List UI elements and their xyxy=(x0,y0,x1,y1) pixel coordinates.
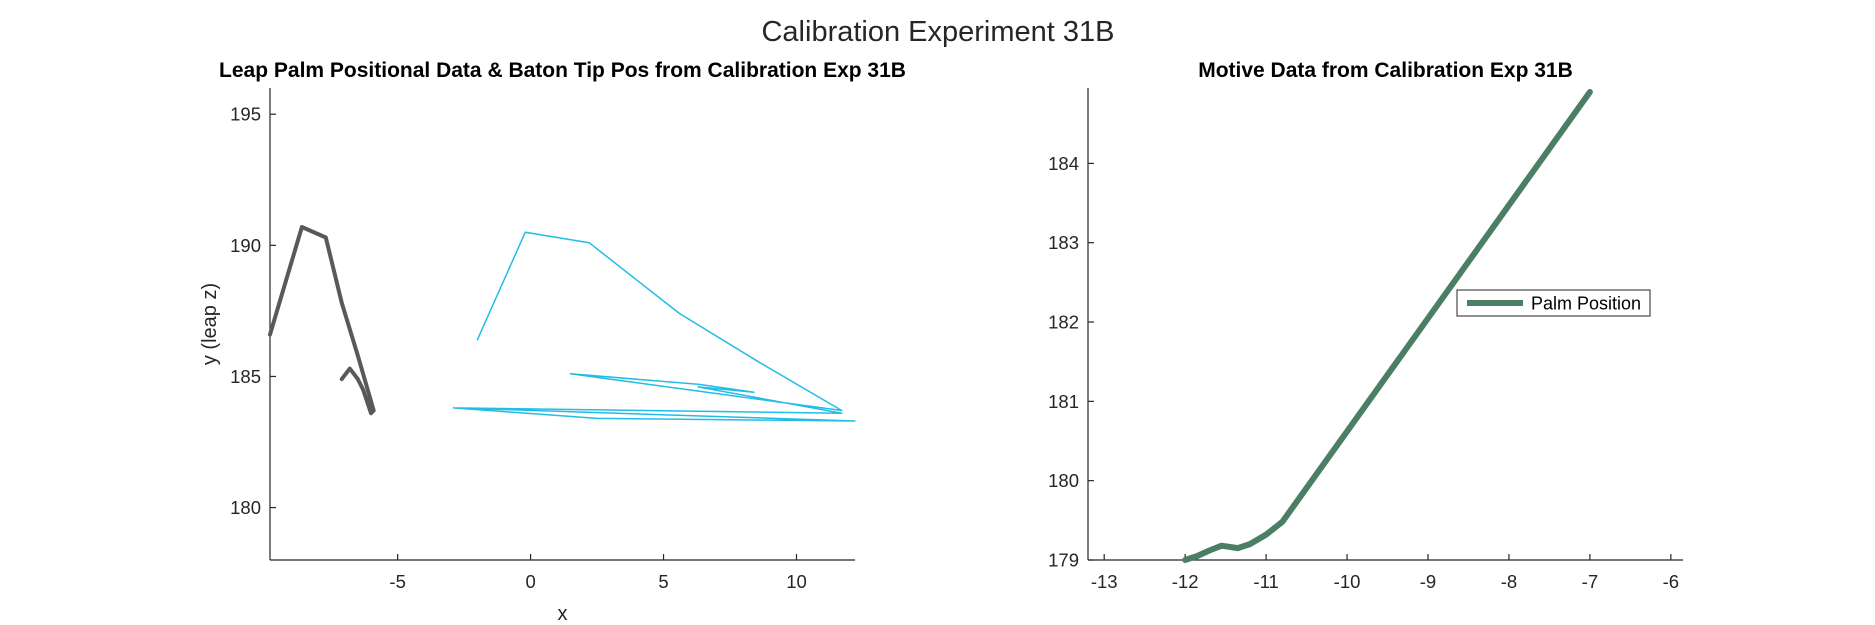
right-legend: Palm Position xyxy=(1456,289,1651,317)
right-x-tick-label: -13 xyxy=(1091,571,1118,592)
right-y-tick-label: 182 xyxy=(1048,312,1079,333)
left-x-tick-label: 0 xyxy=(525,571,535,592)
right-y-tick-label: 181 xyxy=(1048,391,1079,412)
left-chart-panel: Leap Palm Positional Data & Baton Tip Po… xyxy=(199,59,906,625)
left-x-tick-label: 10 xyxy=(786,571,807,592)
right-chart-title: Motive Data from Calibration Exp 31B xyxy=(1198,59,1573,82)
right-y-tick-label: 183 xyxy=(1048,232,1079,253)
right-x-tick-label: -7 xyxy=(1582,571,1598,592)
right-legend-label: Palm Position xyxy=(1531,294,1641,314)
left-chart-title: Leap Palm Positional Data & Baton Tip Po… xyxy=(219,59,906,82)
right-x-tick-label: -10 xyxy=(1334,571,1361,592)
right-y-tick-label: 179 xyxy=(1048,550,1079,571)
left-series-line-2 xyxy=(452,231,856,422)
left-y-axis-label: y (leap z) xyxy=(199,283,221,365)
right-series-line-1 xyxy=(1182,89,1593,563)
left-y-tick-label: 190 xyxy=(230,235,261,256)
left-x-tick-label: 5 xyxy=(658,571,668,592)
left-x-axis-label: x xyxy=(558,603,568,625)
right-x-tick-label: -6 xyxy=(1663,571,1679,592)
left-x-tick-label: -5 xyxy=(389,571,405,592)
left-y-tick-label: 195 xyxy=(230,104,261,125)
right-x-tick-label: -9 xyxy=(1420,571,1436,592)
right-y-tick-label: 184 xyxy=(1048,153,1079,174)
left-y-tick-label: 180 xyxy=(230,497,261,518)
right-x-tick-label: -12 xyxy=(1172,571,1199,592)
right-x-tick-label: -8 xyxy=(1501,571,1517,592)
right-y-tick-label: 180 xyxy=(1048,470,1079,491)
figure-title: Calibration Experiment 31B xyxy=(761,16,1114,48)
right-x-tick-label: -11 xyxy=(1253,571,1278,592)
left-series-line-1 xyxy=(268,225,376,416)
right-chart-panel: Motive Data from Calibration Exp 31B -13 -… xyxy=(1048,59,1683,592)
left-y-tick-label: 185 xyxy=(230,366,261,387)
